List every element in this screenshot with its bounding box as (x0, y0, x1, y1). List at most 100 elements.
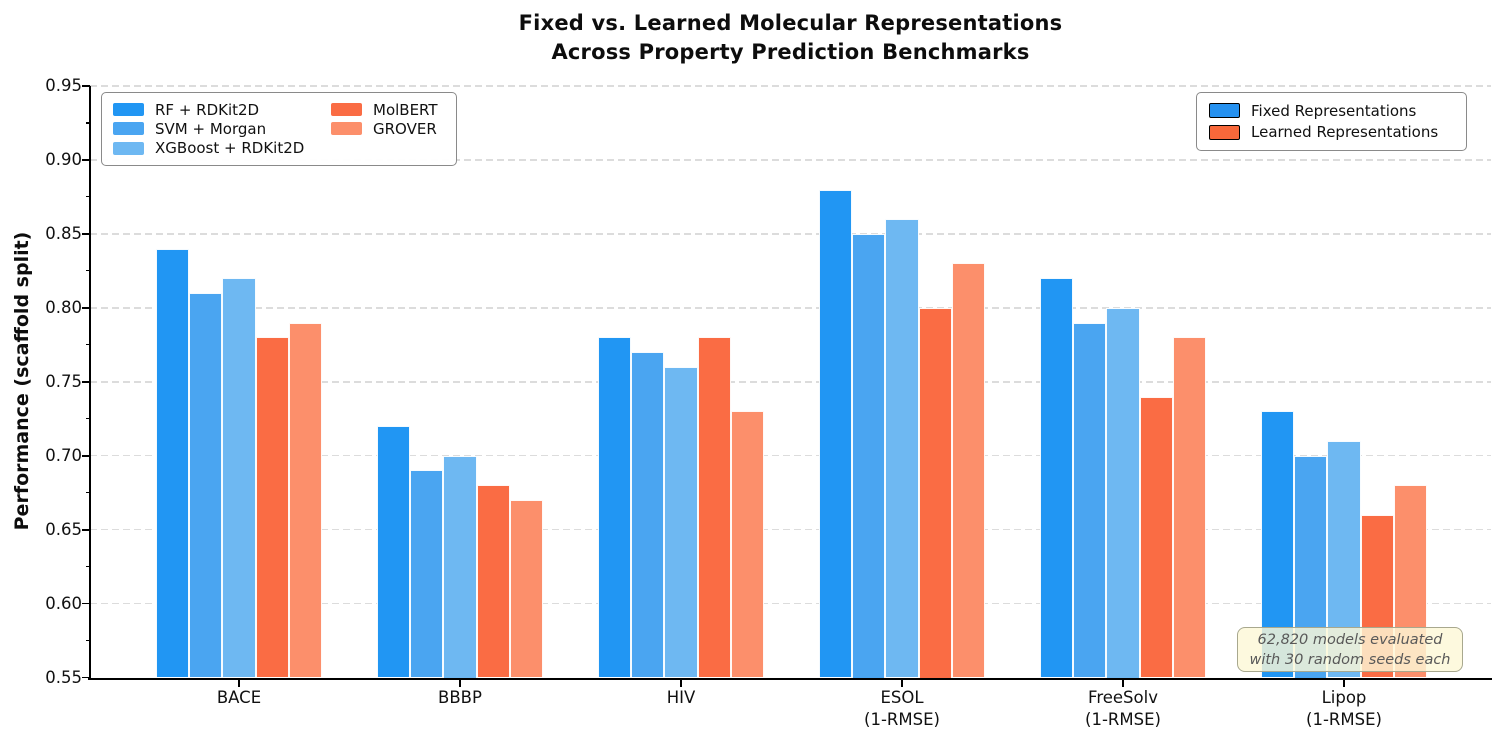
x-tick-line: Lipop (1321, 688, 1367, 707)
bar-grover-freesolv-1-rmse (1172, 337, 1206, 678)
left-spine (89, 86, 91, 679)
x-tick-line: HIV (666, 688, 696, 707)
x-tick-line: FreeSolv (1088, 688, 1158, 707)
y-minor-tick (86, 196, 90, 198)
bar-xgboost-rdkit2d-bbbp (443, 455, 477, 678)
legend-swatch-grover (331, 122, 362, 136)
x-tick-line: ESOL (880, 688, 924, 707)
legend-representation-groups: Fixed Representations Learned Representat… (1196, 92, 1467, 151)
chart-title-line2: Across Property Prediction Benchmarks (551, 40, 1030, 64)
y-minor-tick (86, 270, 90, 272)
bottom-spine (88, 677, 1492, 680)
x-tick-label-bbbp: BBBP (370, 687, 550, 709)
gridline-0.60 (90, 602, 1491, 605)
bar-xgboost-rdkit2d-freesolv-1-rmse (1106, 307, 1140, 678)
bar-svm-morgan-freesolv-1-rmse (1073, 322, 1107, 678)
x-major-tick (1343, 678, 1345, 687)
y-tick-label-0.65: 0.65 (45, 519, 82, 539)
x-major-tick (459, 678, 461, 687)
y-tick-label-0.85: 0.85 (45, 223, 82, 243)
legend-swatch-learned-representations (1209, 124, 1240, 140)
y-minor-tick (86, 492, 90, 494)
gridline-0.70 (90, 454, 1491, 457)
y-tick-label-0.70: 0.70 (45, 445, 82, 465)
legend-swatch-fixed-representations (1209, 103, 1240, 119)
y-major-tick (82, 528, 90, 531)
bar-xgboost-rdkit2d-esol-1-rmse (885, 219, 919, 678)
y-major-tick (82, 306, 90, 309)
x-tick-label-esol: ESOL (1-RMSE) (812, 687, 992, 731)
bar-rf-rdkit2d-esol-1-rmse (819, 189, 853, 678)
legend-item-svm-morgan: SVM + Morgan (113, 120, 331, 138)
y-major-tick (82, 380, 90, 383)
gridline-0.90 (90, 159, 1491, 161)
annotation-box: 62,820 models evaluated with 30 random s… (1237, 627, 1463, 672)
legend-label: MolBERT (373, 100, 438, 119)
gridline-0.80 (90, 307, 1491, 309)
y-major-tick (82, 85, 90, 87)
legend-item-molbert: MolBERT (331, 101, 444, 119)
legend-models: RF + RDKit2D SVM + Morgan XGBoost + RDKit2… (101, 92, 457, 166)
x-tick-line: BBBP (438, 688, 482, 707)
bar-grover-bace (288, 322, 322, 678)
bar-rf-rdkit2d-freesolv-1-rmse (1040, 278, 1074, 678)
annotation-line1: 62,820 models evaluated (1257, 632, 1443, 648)
bar-svm-morgan-hiv (631, 352, 665, 678)
x-major-tick (238, 678, 240, 687)
x-tick-label-freesolv: FreeSolv (1-RMSE) (1033, 687, 1213, 731)
gridline-0.85 (90, 233, 1491, 235)
y-minor-tick (86, 639, 90, 642)
y-major-tick (82, 676, 90, 679)
chart-title-line1: Fixed vs. Learned Molecular Representati… (518, 11, 1063, 35)
bar-svm-morgan-bace (189, 293, 223, 678)
bar-xgboost-rdkit2d-hiv (664, 366, 698, 678)
bar-molbert-hiv (697, 337, 731, 678)
legend-label: GROVER (373, 119, 437, 138)
x-major-tick (901, 678, 903, 687)
legend-item-rf-rdkit2d: RF + RDKit2D (113, 101, 331, 119)
legend-swatch-molbert (331, 103, 362, 117)
legend-label: Learned Representations (1251, 123, 1439, 142)
bar-rf-rdkit2d-hiv (598, 337, 632, 678)
y-major-tick (82, 454, 90, 457)
y-major-tick (82, 602, 90, 605)
y-tick-label-0.60: 0.60 (45, 593, 82, 613)
y-major-tick (82, 232, 90, 235)
x-tick-label-hiv: HIV (591, 687, 771, 709)
y-tick-label-0.75: 0.75 (45, 371, 82, 391)
bar-svm-morgan-esol-1-rmse (852, 233, 886, 678)
gridline-0.95 (90, 85, 1491, 87)
bar-molbert-bbbp (476, 485, 510, 678)
legend-label: RF + RDKit2D (155, 100, 260, 119)
y-axis-label: Performance (scaffold split) (11, 231, 33, 531)
x-tick-label-lipop: Lipop (1-RMSE) (1254, 687, 1434, 731)
x-tick-line: (1-RMSE) (1085, 710, 1161, 729)
gridline-0.75 (90, 381, 1491, 383)
x-major-tick (1122, 678, 1124, 687)
bar-rf-rdkit2d-bace (156, 248, 190, 678)
y-tick-label-0.55: 0.55 (45, 667, 82, 687)
y-minor-tick (86, 565, 90, 568)
legend-label: XGBoost + RDKit2D (155, 139, 305, 158)
bar-molbert-esol-1-rmse (918, 307, 952, 678)
legend-item-fixed-representations: Fixed Representations (1209, 102, 1454, 120)
bar-molbert-freesolv-1-rmse (1139, 396, 1173, 678)
y-minor-tick (86, 344, 90, 346)
bar-svm-morgan-bbbp (410, 470, 444, 678)
bar-grover-bbbp (509, 500, 543, 678)
bar-rf-rdkit2d-bbbp (377, 426, 411, 678)
x-major-tick (680, 678, 682, 687)
legend-swatch-rf-rdkit2d (113, 103, 144, 117)
legend-item-grover: GROVER (331, 120, 444, 138)
legend-item-learned-representations: Learned Representations (1209, 123, 1454, 141)
bar-grover-hiv (730, 411, 764, 678)
annotation-line2: with 30 random seeds each (1249, 652, 1451, 668)
x-tick-line: (1-RMSE) (1306, 710, 1382, 729)
y-major-tick (82, 159, 90, 161)
bar-molbert-bace (255, 337, 289, 678)
gridline-0.65 (90, 528, 1491, 531)
x-tick-label-bace: BACE (149, 687, 329, 709)
legend-item-xgboost-rdkit2d: XGBoost + RDKit2D (113, 139, 331, 157)
bar-grover-esol-1-rmse (951, 263, 985, 678)
y-minor-tick (86, 122, 90, 124)
